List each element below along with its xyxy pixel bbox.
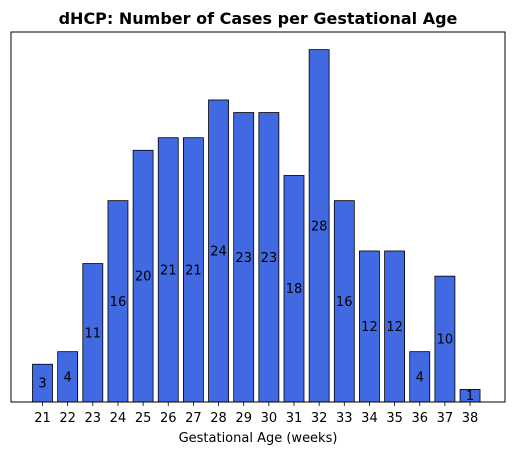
- x-tick-label-23: 23: [85, 411, 102, 426]
- x-tick-label-27: 27: [185, 411, 202, 426]
- data-label-34: 12: [361, 320, 378, 335]
- x-tick-label-36: 36: [411, 411, 428, 426]
- x-ticks-group: 21 22 23 24 25 26 27 28 29 30 31 32 33 34 35 36 37 38: [34, 402, 478, 426]
- x-tick-label-32: 32: [311, 411, 328, 426]
- x-tick-label-35: 35: [386, 411, 403, 426]
- chart-title: dHCP: Number of Cases per Gestational Ag…: [59, 9, 458, 28]
- data-label-33: 16: [336, 295, 353, 310]
- x-tick-label-30: 30: [261, 411, 278, 426]
- x-tick-label-38: 38: [462, 411, 479, 426]
- x-tick-label-26: 26: [160, 411, 177, 426]
- data-label-30: 23: [261, 251, 278, 266]
- x-tick-label-37: 37: [437, 411, 454, 426]
- x-tick-label-29: 29: [235, 411, 252, 426]
- data-label-23: 11: [85, 326, 102, 341]
- data-label-35: 12: [386, 320, 403, 335]
- data-label-32: 28: [311, 219, 328, 234]
- x-tick-label-28: 28: [210, 411, 227, 426]
- data-label-36: 4: [416, 370, 424, 385]
- data-label-29: 23: [235, 251, 252, 266]
- bars-group: [32, 49, 481, 403]
- data-label-21: 3: [38, 377, 46, 392]
- plot-frame: [10, 31, 506, 403]
- x-tick-label-31: 31: [286, 411, 303, 426]
- data-label-25: 20: [135, 270, 152, 285]
- x-tick-label-22: 22: [59, 411, 76, 426]
- x-tick-label-24: 24: [110, 411, 127, 426]
- data-label-31: 18: [286, 282, 303, 297]
- data-label-28: 24: [210, 244, 227, 259]
- data-label-24: 16: [110, 295, 127, 310]
- x-tick-label-33: 33: [336, 411, 353, 426]
- x-tick-label-25: 25: [135, 411, 152, 426]
- data-label-37: 10: [437, 333, 454, 348]
- data-label-22: 4: [64, 370, 72, 385]
- data-labels-group: 3 4 11 16 20 21 21 24 23 23 18 28 16 12 12 4 10 1: [38, 219, 474, 404]
- x-axis-label: Gestational Age (weeks): [179, 431, 338, 446]
- data-label-38: 1: [466, 389, 474, 404]
- x-tick-label-34: 34: [361, 411, 378, 426]
- x-tick-label-21: 21: [34, 411, 51, 426]
- data-label-26: 21: [160, 263, 177, 278]
- data-label-27: 21: [185, 263, 202, 278]
